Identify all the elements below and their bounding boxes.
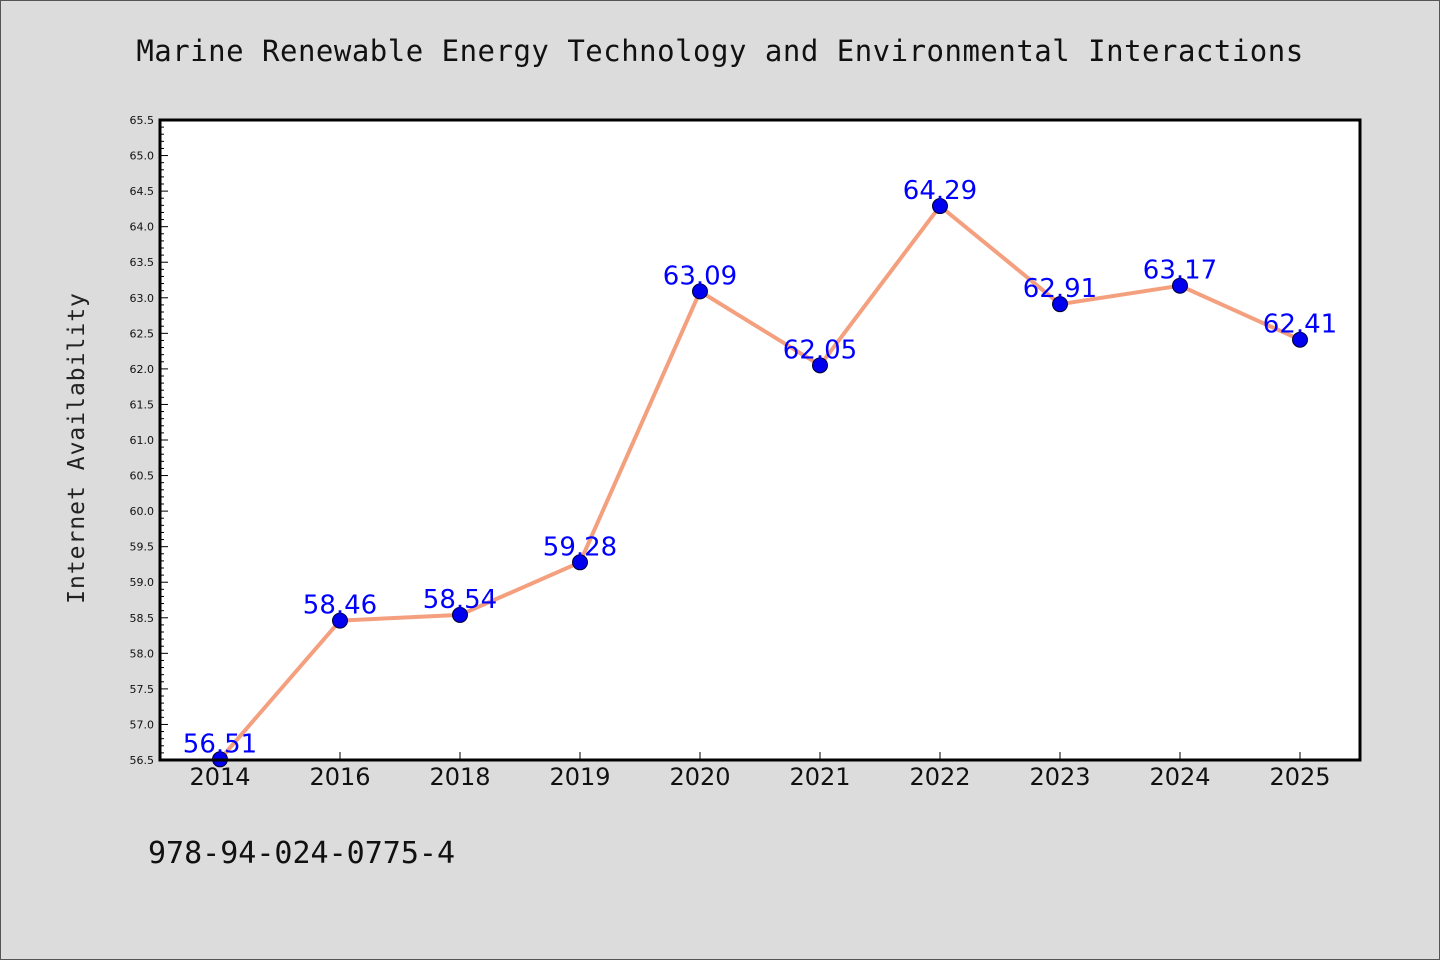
isbn-text: 978-94-024-0775-4	[148, 836, 456, 871]
data-label: 64.29	[903, 176, 977, 206]
x-tick-label: 2022	[909, 763, 970, 791]
x-tick-label: 2019	[549, 763, 610, 791]
y-tick-label: 65.0	[130, 150, 155, 163]
data-label: 56.51	[183, 729, 257, 759]
x-tick-label: 2025	[1269, 763, 1330, 791]
data-label: 58.54	[423, 585, 497, 615]
x-tick-label: 2020	[669, 763, 730, 791]
plot-area	[160, 120, 1360, 760]
data-label: 62.05	[783, 335, 857, 365]
data-point	[1052, 296, 1068, 313]
plot-border	[158, 118, 1362, 762]
y-tick-label: 58.5	[130, 612, 155, 625]
x-axis: 2014 2016 2018 2019 2020 2021 2022 2023 2024 2025	[189, 752, 1331, 791]
x-tick-label: 2018	[429, 763, 490, 791]
y-tick-label: 63.5	[130, 256, 155, 269]
y-tick-label: 60.5	[130, 470, 155, 483]
data-label: 58.46	[303, 591, 377, 621]
y-tick-label: 59.5	[130, 541, 155, 554]
y-tick-label: 60.0	[130, 505, 155, 518]
x-tick-label: 2021	[789, 763, 850, 791]
data-label: 62.91	[1023, 274, 1097, 304]
y-tick-label: 61.0	[130, 434, 155, 447]
y-tick-label: 61.5	[130, 398, 155, 411]
data-label: 62.41	[1263, 310, 1337, 340]
data-label: 59.28	[543, 532, 617, 562]
x-tick-label: 2023	[1029, 763, 1090, 791]
y-tick-label: 63.0	[130, 292, 155, 305]
data-point	[1172, 277, 1188, 294]
series-line	[218, 204, 1301, 761]
y-axis: 56.5 57.0 57.5 58.0 58.5 59.0 59.5 60.0 60.5 61.0…	[130, 114, 168, 767]
y-tick-label: 56.5	[130, 754, 155, 767]
data-point	[812, 357, 828, 374]
data-series: 56.51 58.46 58.54 59.28 63.09 62.05 64.29 62.91…	[183, 176, 1337, 768]
y-tick-label: 58.0	[130, 647, 155, 660]
y-tick-label: 62.5	[130, 327, 155, 340]
y-tick-label: 64.5	[130, 185, 155, 198]
data-point	[692, 283, 708, 300]
data-point	[1292, 331, 1308, 348]
y-tick-label: 57.5	[130, 683, 155, 696]
y-tick-label: 57.0	[130, 718, 155, 731]
data-point	[932, 198, 948, 215]
y-tick-label: 59.0	[130, 576, 155, 589]
data-point	[332, 612, 348, 629]
data-label: 63.09	[663, 261, 737, 291]
data-label: 63.17	[1143, 256, 1217, 286]
x-tick-label: 2024	[1149, 763, 1210, 791]
data-point	[452, 606, 468, 623]
chart-title: Marine Renewable Energy Technology and E…	[136, 34, 1304, 68]
x-tick-label: 2014	[189, 763, 250, 791]
x-tick-label: 2016	[309, 763, 370, 791]
data-point	[572, 554, 588, 571]
y-tick-label: 65.5	[130, 114, 155, 127]
y-tick-label: 64.0	[130, 221, 155, 234]
y-tick-label: 62.0	[130, 363, 155, 376]
